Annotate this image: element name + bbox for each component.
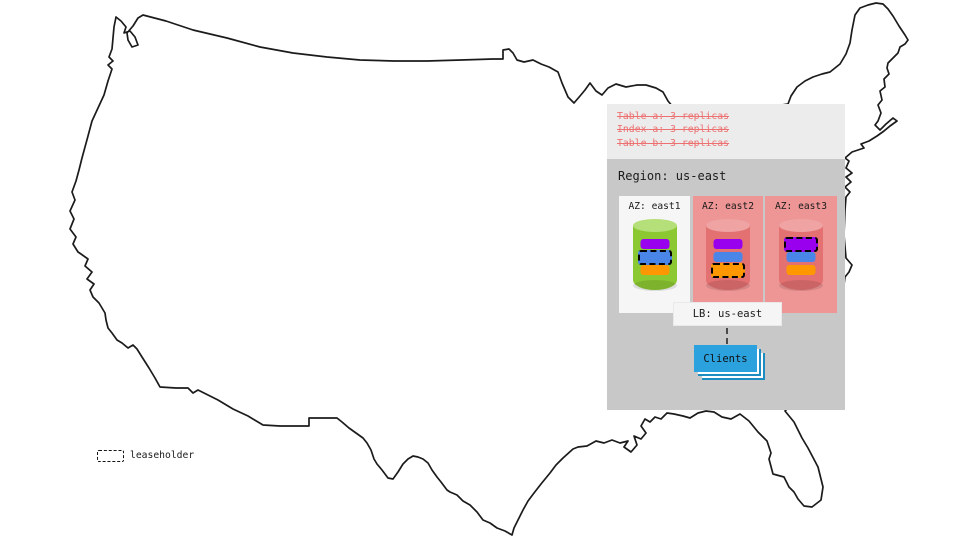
replica-bar bbox=[784, 237, 818, 252]
replica-bar bbox=[637, 250, 672, 265]
az-east1: AZ: east1 bbox=[619, 196, 690, 313]
az-east2-label: AZ: east2 bbox=[702, 201, 754, 212]
az-east3: AZ: east3 bbox=[765, 196, 837, 313]
region-panel: Region: us-east AZ: east1 AZ: east2 bbox=[607, 159, 845, 410]
policy-table-a: Table a: 3 replicas bbox=[617, 111, 730, 122]
cylinder-top bbox=[779, 219, 823, 232]
az-east3-label: AZ: east3 bbox=[775, 201, 827, 212]
legend-label: leaseholder bbox=[130, 450, 195, 461]
lb-clients-connector bbox=[726, 328, 728, 344]
cylinder-top bbox=[706, 219, 750, 232]
az-east2: AZ: east2 bbox=[693, 196, 763, 313]
database-cylinder bbox=[779, 219, 823, 291]
leaseholder-swatch-icon bbox=[97, 450, 124, 462]
replica-bar bbox=[713, 239, 743, 249]
replica-bar bbox=[640, 265, 669, 275]
replica-bar bbox=[640, 239, 669, 249]
policy-index-a: Index a: 3 replicas bbox=[617, 124, 730, 136]
cylinder-shade bbox=[632, 280, 677, 291]
policy-table-b: Table b: 3 replicas bbox=[617, 137, 730, 149]
region-title: Region: us-east bbox=[618, 169, 727, 183]
clients-node: Clients bbox=[694, 345, 757, 372]
cylinder-top bbox=[632, 219, 677, 232]
replica-bar bbox=[786, 265, 816, 275]
legend: leaseholder bbox=[97, 449, 194, 463]
replica-bar bbox=[711, 263, 745, 278]
replica-bar bbox=[713, 252, 743, 262]
replica-bar bbox=[786, 252, 816, 262]
az-east1-label: AZ: east1 bbox=[628, 201, 681, 212]
cylinder-shade bbox=[779, 280, 823, 291]
replication-policy-panel: Table a: 3 replicas Index a: 3 replicas … bbox=[607, 104, 845, 159]
cylinder-shade bbox=[706, 280, 750, 291]
load-balancer-node: LB: us-east bbox=[673, 302, 782, 326]
